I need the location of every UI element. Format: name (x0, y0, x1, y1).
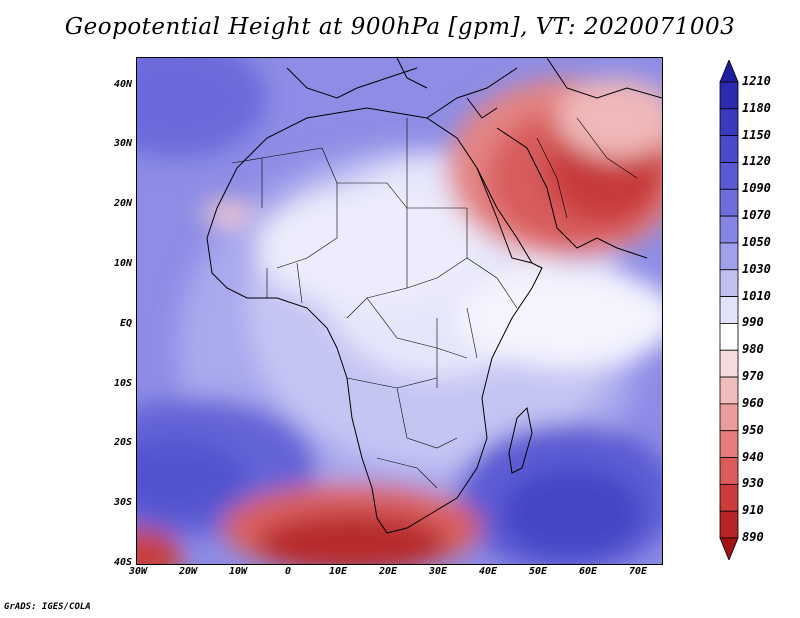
lon-label-20w: 20W (178, 566, 198, 577)
colorbar-level-label: 980 (742, 342, 764, 357)
colorbar-level-label: 930 (742, 476, 764, 491)
lat-label-30s: 30S (113, 497, 132, 508)
colorbar-swatch (719, 188, 739, 217)
lat-label-20s: 20S (113, 437, 132, 448)
colorbar-swatch (719, 296, 739, 324)
colorbar-level-label: 1150 (742, 127, 771, 142)
lat-label-20n: 20N (113, 198, 132, 209)
colorbar-level-label: 970 (742, 369, 764, 384)
grads-credit: GrADS: IGES/COLA (4, 602, 91, 612)
lon-label-70e: 70E (628, 566, 648, 577)
colorbar-level-label: 1050 (742, 234, 771, 249)
lat-label-10s: 10S (113, 378, 132, 389)
colorbar-level-label: 1070 (742, 208, 771, 223)
coastlines (206, 58, 662, 534)
lat-label-10n: 10N (113, 258, 132, 269)
colorbar-swatch (719, 215, 739, 244)
lon-label-40e: 40E (478, 566, 498, 577)
colorbar-level-label: 1210 (742, 74, 771, 88)
lat-label-30n: 30N (113, 138, 132, 149)
colorbar-level-label: 960 (742, 395, 764, 410)
lon-label-30w: 30W (128, 566, 148, 577)
colorbar-level-label: 910 (742, 503, 764, 518)
colorbar-level-label: 940 (742, 449, 764, 464)
colorbar-top-arrow (719, 60, 739, 83)
lat-label-40n: 40N (113, 79, 132, 90)
lon-label-20e: 20E (378, 566, 398, 577)
lat-label-40s: 40S (113, 557, 132, 568)
lon-label-60e: 60E (578, 566, 598, 577)
colorbar-level-label: 990 (742, 315, 764, 330)
colorbar-level-label: 890 (742, 530, 764, 544)
colorbar-swatch (719, 483, 739, 512)
colorbar-swatch (719, 376, 739, 405)
colorbar-swatch (719, 349, 739, 378)
lon-label-10w: 10W (228, 566, 248, 577)
colorbar-swatch (719, 108, 739, 137)
colorbar-level-label: 1120 (742, 154, 771, 169)
colorbar-swatch (719, 510, 739, 539)
colorbar-level-label: 1010 (742, 288, 771, 303)
lon-label-0: 0 (284, 566, 292, 577)
colorbar-swatch (719, 430, 739, 458)
colorbar-level-label: 1090 (742, 181, 771, 196)
colorbar-swatch (719, 162, 739, 190)
colorbar-level-label: 1180 (742, 100, 771, 115)
lon-label-30e: 30E (428, 566, 448, 577)
lon-label-50e: 50E (528, 566, 548, 577)
colorbar-swatch (719, 269, 739, 297)
geopotential-field (137, 58, 662, 564)
colorbar-swatch (719, 81, 739, 110)
colorbar (719, 60, 739, 560)
country-borders (231, 117, 638, 489)
colorbar-swatch (719, 323, 739, 351)
colorbar-swatch (719, 135, 739, 163)
lon-label-10e: 10E (328, 566, 348, 577)
colorbar-swatch (719, 242, 739, 271)
colorbar-bottom-arrow (719, 537, 739, 560)
colorbar-level-label: 1030 (742, 261, 771, 276)
map-title: Geopotential Height at 900hPa [gpm], VT:… (64, 14, 736, 40)
colorbar-swatch (719, 457, 739, 485)
map-area (136, 57, 663, 565)
lat-label-eq: EQ (119, 318, 132, 329)
colorbar-swatch (719, 403, 739, 432)
colorbar-level-label: 950 (742, 422, 764, 437)
